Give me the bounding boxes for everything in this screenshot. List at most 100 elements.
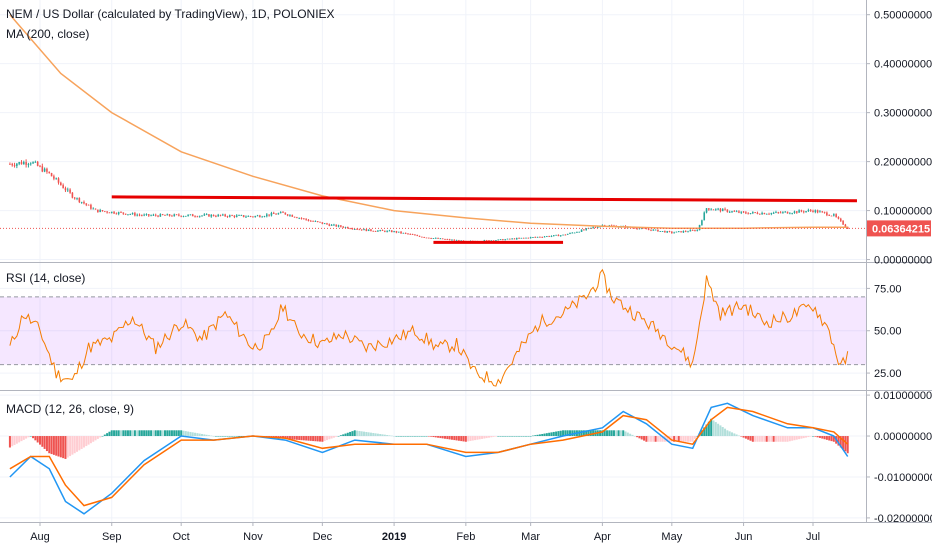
macd-histogram-bar (115, 430, 118, 437)
macd-histogram-bar (71, 436, 74, 455)
macd-histogram-bar (649, 436, 652, 442)
candle-body (69, 189, 71, 193)
candle-body (583, 229, 585, 231)
macd-histogram-bar (568, 430, 571, 437)
candle-body (777, 212, 780, 213)
macd-histogram-bar (599, 430, 602, 437)
macd-histogram-bar (351, 431, 354, 437)
macd-histogram-bar (552, 431, 555, 437)
candle-body (222, 214, 224, 216)
macd-histogram-bar (432, 436, 435, 438)
candle-body (66, 189, 69, 191)
rsi-indicator-label[interactable]: RSI (14, close) (6, 271, 86, 285)
macd-histogram-bar (462, 436, 465, 442)
macd-histogram-bar (298, 436, 301, 440)
candle-body (772, 212, 775, 214)
macd-histogram-bar (513, 436, 516, 437)
last-price-tag-text: 0.06364215 (872, 223, 930, 235)
candle-body (763, 212, 766, 215)
last-price-tag-bg (867, 220, 931, 237)
candle-body (363, 229, 365, 231)
candle-body (691, 230, 694, 231)
macd-histogram-bar (437, 436, 440, 438)
macd-histogram-bar (8, 436, 11, 448)
macd-histogram-bar (467, 436, 470, 442)
macd-histogram-bar (328, 436, 331, 440)
candle-body (828, 215, 831, 216)
candle-body (136, 214, 139, 216)
macd-histogram-bar (624, 431, 627, 437)
candle-body (592, 227, 594, 229)
candle-body (152, 214, 155, 216)
ma-indicator-label[interactable]: MA (200, close) (6, 27, 90, 41)
macd-histogram-bar (619, 430, 622, 437)
macd-indicator-label[interactable]: MACD (12, 26, close, 9) (6, 402, 135, 416)
candle-body (240, 215, 243, 216)
candle-body (90, 204, 92, 209)
macd-histogram-bar (85, 436, 88, 447)
x-axis-labels[interactable]: Aug Sep Oct Nov Dec 2019 Feb Mar Apr May Jun Jul (30, 522, 820, 543)
pane-separators[interactable] (0, 262, 932, 391)
macd-histogram-bar (654, 436, 657, 442)
candle-body (633, 227, 636, 229)
candle-body (275, 213, 277, 215)
macd-histogram-bar (159, 430, 162, 437)
candle-body (661, 231, 664, 232)
candle-body (758, 213, 761, 215)
macd-histogram-bar (286, 436, 289, 440)
rsi-axis-label: 25.00 (874, 368, 902, 380)
macd-histogram-bar (136, 430, 139, 437)
candle-body (187, 214, 189, 216)
last-price-tag: 0.06364215 (867, 220, 931, 237)
macd-histogram-bar (478, 436, 481, 440)
candle-body (557, 234, 560, 237)
candle-body (353, 229, 356, 230)
candle-body (57, 178, 60, 183)
candle-body (527, 237, 530, 239)
candle-body (124, 213, 127, 215)
macd-histogram-bar (325, 436, 328, 441)
candle-body (76, 197, 78, 199)
candle-body (775, 212, 777, 213)
macd-histogram-bar (807, 436, 810, 438)
macd-histogram-bar (761, 436, 764, 442)
candle-body (509, 238, 511, 240)
macd-histogram-bar (150, 430, 153, 437)
macd-histogram-bar (29, 436, 32, 437)
candle-body (566, 233, 569, 235)
macd-histogram-bar (564, 430, 567, 437)
macd-histogram-bar (187, 431, 190, 437)
macd-histogram-bar (601, 430, 604, 437)
macd-histogram-bar (312, 436, 315, 442)
candle-body (386, 230, 388, 232)
candle-body (335, 224, 338, 227)
macd-histogram-bar (823, 436, 826, 440)
candle-body (430, 238, 432, 239)
macd-histogram-bar (376, 433, 379, 437)
macd-histogram-bar (360, 431, 363, 437)
macd-histogram-bar (680, 436, 683, 442)
y-axis-labels[interactable]: 0.00000000 0.10000000 0.20000000 0.30000000… (866, 10, 932, 525)
candle-body (543, 236, 546, 238)
candle-body (546, 236, 548, 237)
macd-histogram-bar (603, 430, 606, 437)
candle-body (85, 203, 88, 205)
candle-body (418, 235, 421, 237)
macd-histogram-bar (693, 436, 696, 439)
candle-body (78, 197, 81, 203)
macd-histogram-bar (423, 436, 426, 437)
candle-body (657, 229, 659, 232)
macd-histogram-bar (393, 436, 396, 437)
macd-histogram-bar (610, 430, 613, 437)
macd-histogram-bar (772, 436, 775, 442)
candle-body (300, 217, 303, 219)
macd-histogram-bar (839, 436, 842, 448)
candle-body (821, 211, 824, 213)
candle-body (365, 229, 368, 232)
macd-histogram-bar (365, 431, 368, 437)
macd-histogram-bar (238, 436, 241, 437)
price-axis-label: 0.50000000 (874, 10, 932, 22)
chart-title[interactable]: NEM / US Dollar (calculated by TradingVi… (6, 7, 335, 21)
macd-histogram-bar (210, 435, 213, 437)
